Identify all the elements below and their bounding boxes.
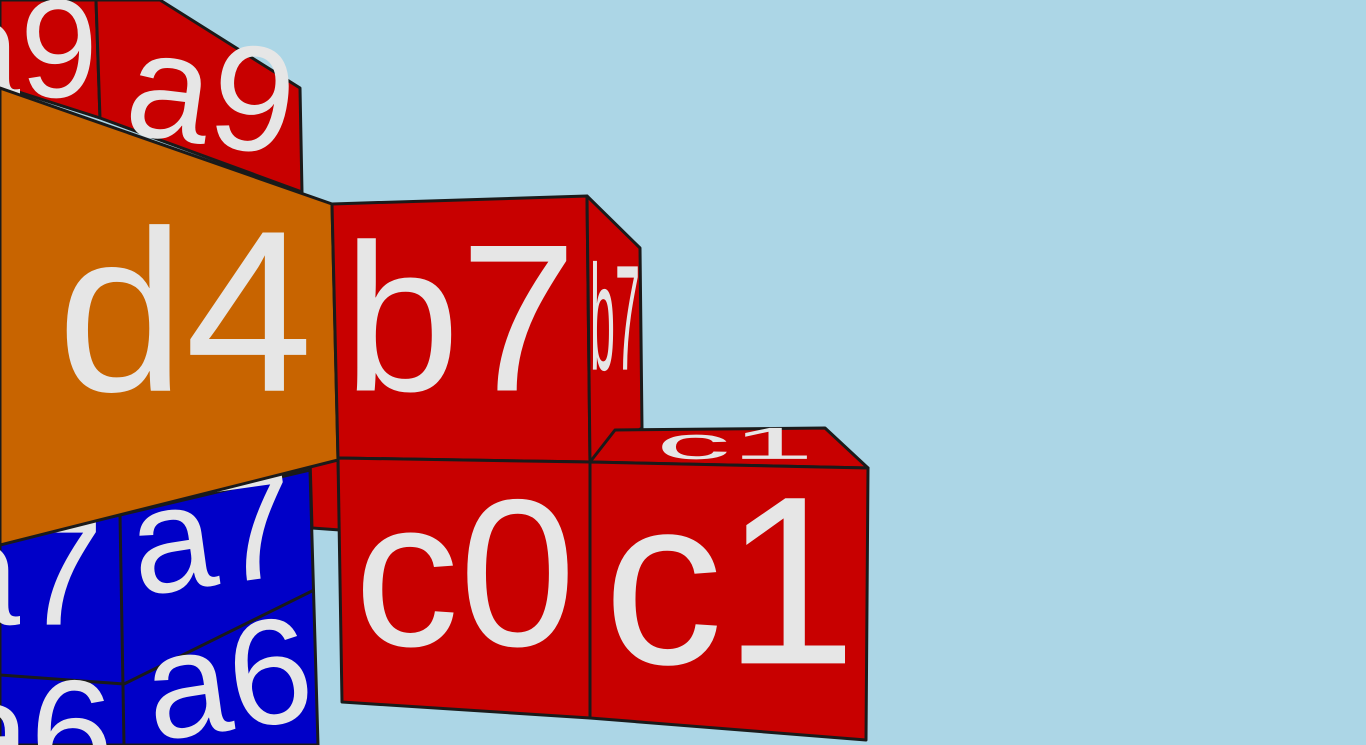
cube-face [94, 0, 304, 194]
cube-face [585, 194, 644, 464]
cube-label: a6 [134, 583, 323, 745]
cube-label: d4 [57, 183, 313, 440]
cube-edge [118, 514, 126, 745]
cube-label: c1 [603, 446, 856, 714]
cube-label: c0 [354, 455, 576, 690]
cube-edge [0, 673, 125, 686]
cube-label: a6 [0, 649, 113, 745]
cube-face [308, 456, 342, 532]
cube-label: b7 [343, 200, 577, 435]
cube-face [588, 460, 870, 742]
cube-label: b7 [590, 236, 640, 403]
cube-label: c1 [656, 419, 814, 469]
cube-edge [123, 588, 315, 686]
